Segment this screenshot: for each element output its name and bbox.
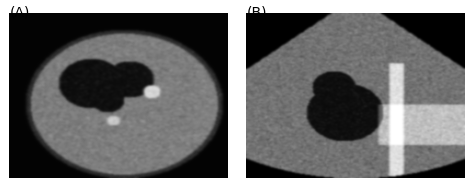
Text: (B): (B) [246, 6, 267, 20]
Text: (A): (A) [9, 6, 30, 20]
